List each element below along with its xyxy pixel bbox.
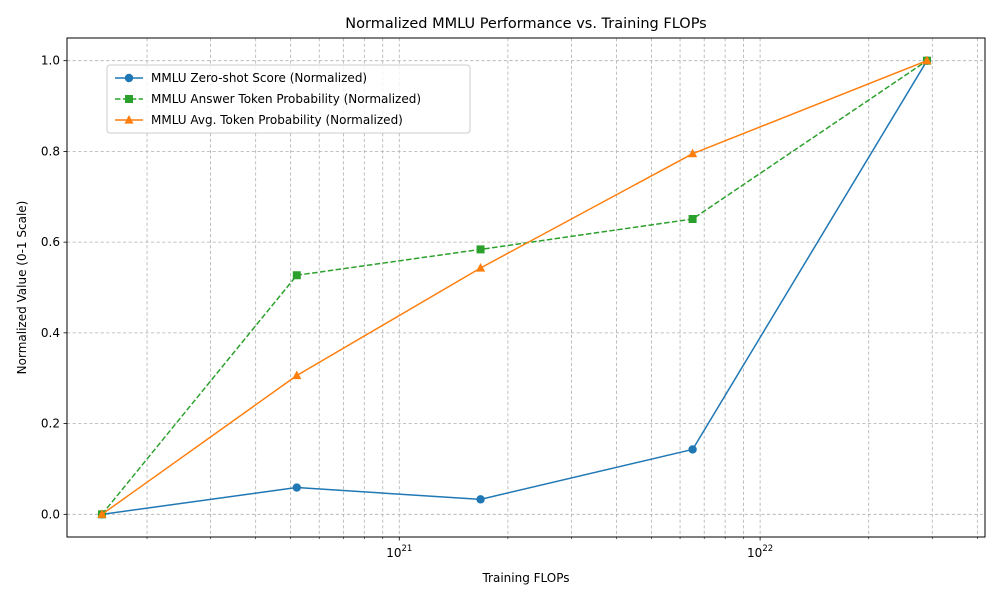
data-point — [476, 495, 485, 504]
grid — [67, 38, 985, 537]
data-point — [292, 483, 301, 492]
legend-item: MMLU Avg. Token Probability (Normalized) — [115, 113, 403, 127]
legend-marker — [125, 95, 133, 103]
y-tick-label: 0.6 — [41, 235, 60, 249]
legend-item: MMLU Zero-shot Score (Normalized) — [115, 71, 367, 85]
data-point — [687, 148, 698, 158]
x-tick-label: 1021 — [386, 544, 412, 560]
series-3 — [97, 55, 932, 518]
legend-marker — [124, 73, 134, 83]
data-point — [922, 55, 932, 65]
data-point — [292, 271, 301, 280]
data-point — [476, 245, 485, 254]
y-tick-label: 0.0 — [41, 507, 60, 521]
x-tick-label: 1022 — [747, 544, 773, 560]
data-point — [292, 370, 302, 380]
y-tick-label: 1.0 — [41, 54, 60, 68]
legend-item: MMLU Answer Token Probability (Normalize… — [115, 92, 421, 106]
x-axis-label: Training FLOPs — [481, 571, 569, 585]
series-layer — [97, 55, 932, 519]
axes: 1021 1022 0.0 0.2 0.4 0.6 0.8 1.0 — [41, 54, 978, 560]
data-point — [475, 262, 486, 272]
data-point — [688, 215, 697, 224]
legend-label: MMLU Avg. Token Probability (Normalized) — [151, 113, 403, 127]
data-point — [97, 509, 107, 518]
y-axis-label: Normalized Value (0-1 Scale) — [15, 201, 29, 375]
legend-label: MMLU Zero-shot Score (Normalized) — [151, 71, 367, 85]
y-tick-label: 0.8 — [41, 144, 60, 158]
data-point — [688, 445, 697, 454]
legend-label: MMLU Answer Token Probability (Normalize… — [151, 92, 421, 106]
legend: MMLU Zero-shot Score (Normalized) MMLU An… — [106, 64, 471, 134]
legend-marker — [124, 115, 134, 124]
plot-frame — [66, 37, 986, 538]
legend-box — [106, 64, 471, 134]
y-tick-label: 0.4 — [41, 326, 60, 340]
y-tick-label: 0.2 — [41, 417, 60, 431]
chart-title: Normalized MMLU Performance vs. Training… — [345, 16, 706, 32]
